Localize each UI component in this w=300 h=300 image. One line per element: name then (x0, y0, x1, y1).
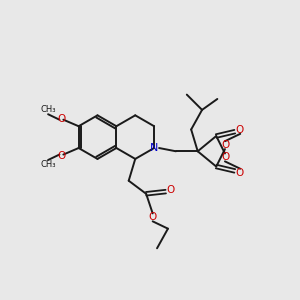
Text: O: O (222, 152, 230, 162)
Text: O: O (167, 184, 175, 195)
Text: O: O (57, 114, 65, 124)
Text: O: O (236, 125, 244, 135)
Text: O: O (222, 140, 230, 150)
Text: O: O (148, 212, 157, 222)
Text: O: O (236, 168, 244, 178)
Text: O: O (57, 151, 65, 160)
Text: CH₃: CH₃ (40, 105, 56, 114)
Text: N: N (150, 143, 158, 153)
Text: CH₃: CH₃ (40, 160, 56, 169)
